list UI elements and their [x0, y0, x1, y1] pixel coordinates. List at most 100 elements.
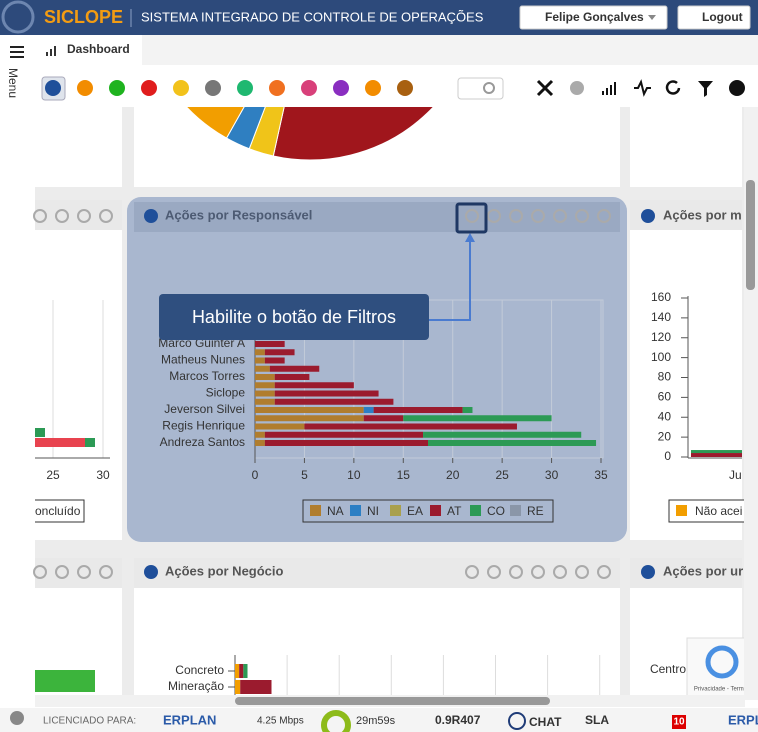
color-filter[interactable] [141, 80, 157, 96]
bar [35, 670, 95, 692]
panel-icon [487, 209, 501, 223]
color-filter[interactable] [205, 80, 221, 96]
category-label: Centro [650, 662, 686, 676]
panel-icon [531, 209, 545, 223]
brand: SICLOPE [44, 7, 123, 27]
color-filter[interactable] [77, 80, 93, 96]
chart-icon[interactable] [602, 82, 616, 95]
legend-label: CO [487, 504, 505, 518]
panel-header [134, 558, 620, 588]
y-tick-label: 140 [651, 310, 671, 324]
company-short: ERPL [728, 712, 758, 727]
color-filter[interactable] [269, 80, 285, 96]
search-box[interactable] [457, 77, 504, 100]
logout-button[interactable] [677, 5, 751, 30]
y-tick-label: Concreto [175, 663, 224, 677]
chat-icon[interactable] [508, 712, 526, 730]
panel-icon [487, 565, 501, 579]
filter-highlight [455, 202, 488, 234]
grey-dot[interactable] [570, 81, 584, 95]
y-tick-label: 60 [658, 390, 672, 404]
bar [235, 680, 241, 694]
y-tick-label: 0 [664, 449, 671, 463]
y-tick-label: 40 [658, 409, 672, 423]
panel-icon [575, 209, 589, 223]
bar [428, 440, 597, 446]
bar [255, 374, 275, 380]
pulse-icon[interactable] [634, 79, 651, 97]
sidebar [0, 35, 35, 708]
refresh-icon[interactable] [665, 80, 681, 95]
search-icon [483, 82, 495, 94]
panel-dot [144, 209, 158, 223]
filter-icon[interactable] [698, 81, 713, 97]
tab[interactable] [35, 35, 142, 65]
panel-icon [99, 565, 113, 579]
color-filter[interactable] [301, 80, 317, 96]
panel-icon [99, 209, 113, 223]
bar [403, 415, 552, 422]
y-tick-label: Mineração [168, 679, 224, 693]
color-filter[interactable] [333, 80, 349, 96]
color-filter[interactable] [365, 80, 381, 96]
y-tick-label: Regis Henrique [162, 419, 245, 433]
callout [159, 294, 429, 340]
panel-dot [144, 565, 158, 579]
caret [648, 15, 656, 20]
y-tick-label: Matheus Nunes [161, 353, 245, 367]
panel-icon [509, 209, 523, 223]
x-tick-label: 30 [96, 468, 110, 482]
x-tick-label: 10 [347, 468, 361, 482]
bar [373, 407, 463, 413]
help-icon[interactable] [729, 80, 745, 96]
menu-label: Menu [6, 68, 20, 98]
y-tick-label: 120 [651, 330, 671, 344]
y-tick-label: Jeverson Silvei [164, 402, 245, 416]
user-name: Felipe Gonçalves [545, 10, 644, 24]
sla[interactable]: SLA [585, 713, 609, 727]
bar [264, 431, 424, 438]
panel-icon [33, 209, 47, 223]
color-filter[interactable] [109, 80, 125, 96]
recaptcha-links[interactable]: Privacidade - Termos [694, 687, 750, 693]
x-tick-label: 35 [594, 468, 608, 482]
bar [363, 415, 404, 422]
legend-label: RE [527, 504, 544, 518]
bar [274, 382, 354, 389]
panel-icon [465, 565, 479, 579]
bar [274, 374, 310, 380]
panel-dot [641, 209, 655, 223]
bar [691, 450, 742, 454]
v-thumb[interactable] [746, 180, 755, 290]
color-filter[interactable] [397, 80, 413, 96]
panel-icon [553, 209, 567, 223]
legend-label: oncluído [35, 504, 81, 518]
menu-icon[interactable] [10, 46, 24, 58]
legend-swatch [310, 505, 321, 516]
color-filter[interactable] [45, 80, 61, 96]
bar [239, 664, 244, 678]
bar [255, 440, 265, 446]
h-thumb[interactable] [235, 697, 550, 705]
timer-ring [321, 710, 351, 732]
legend-swatch [430, 505, 441, 516]
x-tick-label: 25 [46, 468, 60, 482]
legend-label: EA [407, 504, 423, 518]
footer-toggle[interactable] [10, 711, 24, 725]
panel [35, 107, 122, 187]
color-filter[interactable] [173, 80, 189, 96]
footer-text: LICENCIADO PARA: [43, 716, 136, 727]
bar [304, 423, 517, 430]
clear-icon[interactable] [536, 79, 554, 97]
bar [274, 390, 379, 397]
y-tick-label: Andreza Santos [160, 435, 245, 449]
color-filter[interactable] [237, 80, 253, 96]
bar [423, 431, 582, 438]
chat[interactable]: CHAT [529, 715, 562, 729]
arrowhead [465, 233, 475, 242]
user-button[interactable] [519, 5, 668, 30]
x-tick-label: 5 [301, 468, 308, 482]
y-tick-label: 100 [651, 350, 671, 364]
x-tick-label: 25 [495, 468, 509, 482]
